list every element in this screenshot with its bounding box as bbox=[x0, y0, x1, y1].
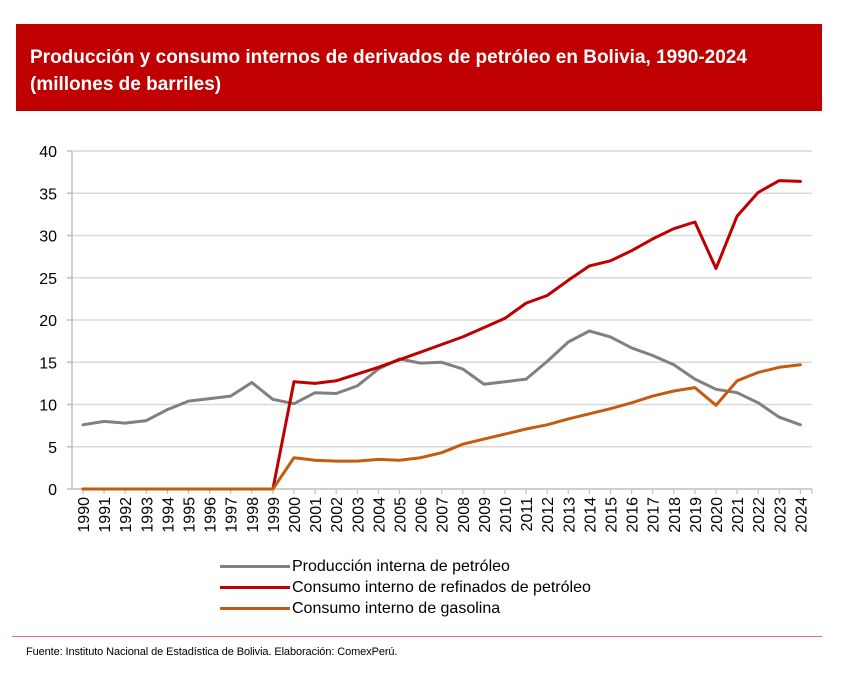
series-line-gasolina bbox=[81, 363, 802, 491]
x-tick-label: 2005 bbox=[393, 497, 410, 533]
series-line-refinados bbox=[81, 179, 802, 491]
legend-swatch-refinados bbox=[220, 586, 290, 589]
source-note: Fuente: Instituto Nacional de Estadístic… bbox=[26, 646, 398, 658]
x-tick-label: 2000 bbox=[287, 497, 304, 533]
series-line-produccion bbox=[81, 329, 802, 427]
legend-item-produccion: Producción interna de petróleo bbox=[220, 556, 591, 577]
x-tick-label: 2009 bbox=[477, 497, 494, 533]
legend-swatch-produccion bbox=[220, 565, 290, 568]
legend-label-refinados: Consumo interno de refinados de petróleo bbox=[292, 578, 591, 596]
x-tick-label: 1991 bbox=[97, 497, 114, 533]
x-tick-label: 2003 bbox=[350, 497, 367, 533]
x-tick-label: 2024 bbox=[793, 497, 810, 533]
x-tick-label: 2020 bbox=[709, 497, 726, 533]
x-tick-label: 1990 bbox=[76, 497, 93, 533]
x-tick-label: 1992 bbox=[118, 497, 135, 533]
legend-item-gasolina: Consumo interno de gasolina bbox=[220, 598, 591, 619]
x-tick-label: 2015 bbox=[604, 497, 621, 533]
y-axis: 0 5 10 15 20 25 30 35 40 bbox=[39, 144, 73, 499]
y-tick-label: 5 bbox=[48, 440, 57, 457]
y-tick-label: 30 bbox=[39, 229, 57, 246]
x-tick-label: 2017 bbox=[646, 497, 663, 533]
x-tick-label: 2021 bbox=[730, 497, 747, 533]
x-axis: 1990 1991 1992 1993 1994 1995 1996 1997 1998 1999… bbox=[72, 488, 813, 533]
chart-subtitle-units: (millones de barriles) bbox=[30, 74, 222, 95]
y-tick-label: 15 bbox=[39, 355, 57, 372]
legend-label-gasolina: Consumo interno de gasolina bbox=[292, 599, 501, 617]
x-tick-label: 2013 bbox=[561, 497, 578, 533]
x-tick-label: 2002 bbox=[329, 497, 346, 533]
x-tick-label: 1994 bbox=[160, 497, 177, 533]
x-tick-label: 2011 bbox=[519, 497, 536, 532]
y-tick-label: 0 bbox=[48, 482, 57, 499]
x-tick-label: 2012 bbox=[540, 497, 557, 533]
series-lines bbox=[81, 179, 802, 491]
chart-title-banner: Producción y consumo internos de derivad… bbox=[16, 24, 822, 111]
legend-label-produccion: Producción interna de petróleo bbox=[292, 557, 510, 575]
y-tick-label: 40 bbox=[39, 144, 57, 161]
x-tick-label: 2001 bbox=[308, 497, 325, 533]
y-tick-label: 25 bbox=[39, 271, 57, 288]
x-tick-label: 2014 bbox=[582, 497, 599, 533]
legend-swatch-gasolina bbox=[220, 607, 290, 610]
x-tick-label: 2018 bbox=[667, 497, 684, 533]
x-tick-label: 1995 bbox=[182, 497, 199, 533]
footer-divider bbox=[12, 636, 822, 637]
legend: Producción interna de petróleo Consumo i… bbox=[220, 556, 591, 619]
x-tick-label: 1996 bbox=[203, 497, 220, 533]
y-tick-label: 35 bbox=[39, 186, 57, 203]
x-tick-label: 2019 bbox=[688, 497, 705, 533]
x-tick-label: 2023 bbox=[772, 497, 789, 533]
x-tick-label: 2007 bbox=[435, 497, 452, 533]
y-tick-label: 20 bbox=[39, 313, 57, 330]
x-tick-label: 2022 bbox=[751, 497, 768, 533]
legend-item-refinados: Consumo interno de refinados de petróleo bbox=[220, 577, 591, 598]
x-tick-label: 1997 bbox=[224, 497, 241, 533]
x-tick-label: 2016 bbox=[625, 497, 642, 533]
x-tick-label: 1998 bbox=[245, 497, 262, 533]
x-tick-label: 2008 bbox=[456, 497, 473, 533]
x-tick-label: 2010 bbox=[498, 497, 515, 533]
x-tick-label: 1993 bbox=[139, 497, 156, 533]
x-tick-label: 1999 bbox=[266, 497, 283, 533]
chart-title: Producción y consumo internos de derivad… bbox=[30, 47, 747, 68]
y-tick-label: 10 bbox=[39, 398, 57, 415]
x-tick-label: 2006 bbox=[414, 497, 431, 533]
x-tick-label: 2004 bbox=[371, 497, 388, 533]
